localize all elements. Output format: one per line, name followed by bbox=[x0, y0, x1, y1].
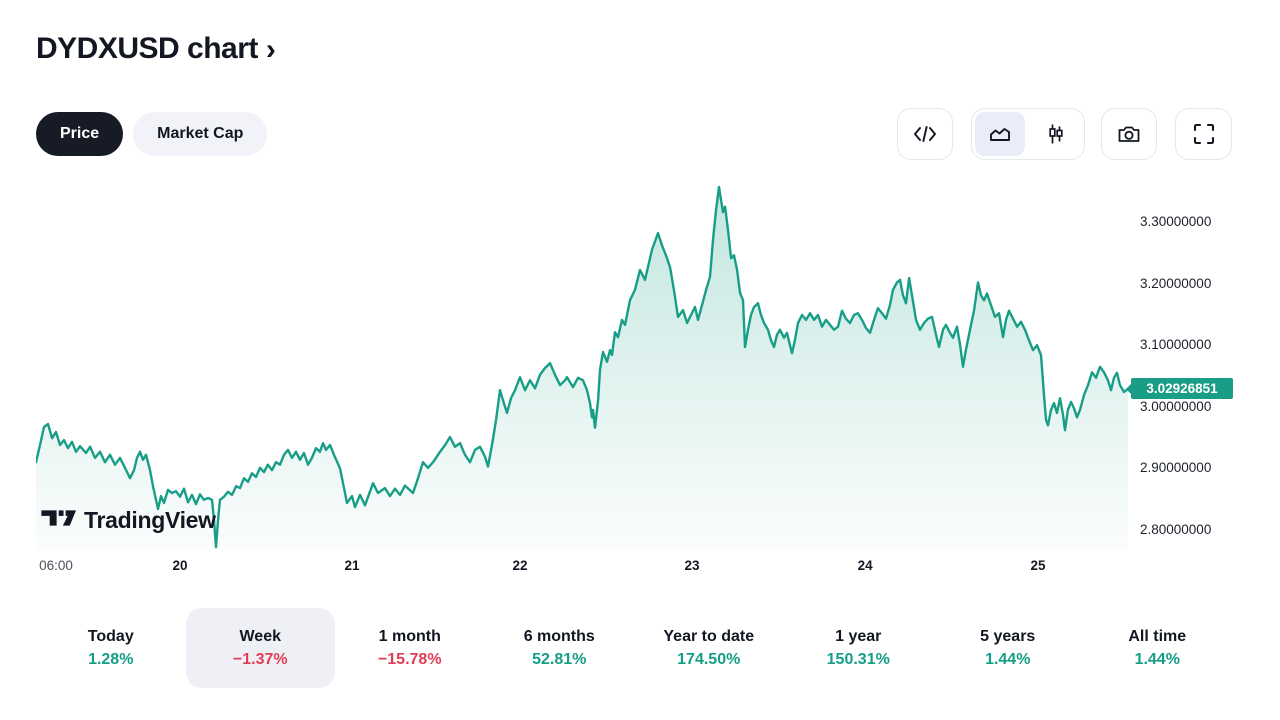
range-change-value: −15.78% bbox=[377, 650, 442, 668]
y-axis-tick: 3.20000000 bbox=[1140, 275, 1212, 291]
range-change-value: 174.50% bbox=[677, 650, 741, 668]
tradingview-logo-icon bbox=[40, 505, 76, 536]
candlestick-chart-type-button[interactable] bbox=[1031, 112, 1081, 156]
code-icon bbox=[912, 123, 938, 145]
range-button-all-time[interactable]: All time 1.44% bbox=[1083, 608, 1233, 688]
chart-price-line bbox=[36, 185, 1128, 549]
range-change-value: 1.44% bbox=[1134, 650, 1180, 668]
chart-type-switch bbox=[971, 108, 1085, 160]
screenshot-button[interactable] bbox=[1101, 108, 1157, 160]
range-label: 1 year bbox=[835, 627, 882, 645]
range-change-value: 1.44% bbox=[985, 650, 1031, 668]
time-range-selector: Today 1.28% Week −1.37% 1 month −15.78% … bbox=[36, 608, 1232, 688]
y-axis-tick: 2.90000000 bbox=[1140, 460, 1212, 476]
fullscreen-icon bbox=[1192, 122, 1216, 146]
embed-code-button[interactable] bbox=[897, 108, 953, 160]
range-label: Year to date bbox=[663, 627, 755, 645]
tradingview-watermark[interactable]: TradingView bbox=[40, 505, 216, 536]
chart-area-fill bbox=[36, 186, 1128, 550]
range-button-6-months[interactable]: 6 months 52.81% bbox=[485, 608, 635, 688]
x-axis-tick: 25 bbox=[1030, 558, 1046, 573]
range-button-1-year[interactable]: 1 year 150.31% bbox=[784, 608, 934, 688]
x-axis-tick: 20 bbox=[172, 558, 188, 573]
y-axis-tick: 3.30000000 bbox=[1140, 213, 1212, 229]
page-title[interactable]: DYDXUSD chart › bbox=[36, 32, 276, 66]
price-marketcap-toggle: Price Market Cap bbox=[36, 112, 268, 156]
candlestick-icon bbox=[1043, 122, 1069, 146]
page-title-text: DYDXUSD chart bbox=[36, 32, 258, 65]
chevron-right-icon: › bbox=[265, 33, 276, 66]
price-area-chart[interactable] bbox=[36, 175, 1128, 550]
range-label: Today bbox=[87, 627, 134, 645]
range-change-value: 1.28% bbox=[88, 650, 134, 668]
x-axis-tick: 22 bbox=[512, 558, 528, 573]
current-price-badge: 3.02926851 bbox=[1131, 378, 1233, 400]
fullscreen-button[interactable] bbox=[1175, 108, 1232, 160]
x-axis-tick: 24 bbox=[857, 558, 873, 573]
camera-icon bbox=[1116, 123, 1142, 145]
market-cap-toggle-button[interactable]: Market Cap bbox=[133, 112, 268, 156]
range-button-1-month[interactable]: 1 month −15.78% bbox=[335, 608, 485, 688]
range-change-value: 52.81% bbox=[532, 650, 587, 668]
range-label: Week bbox=[239, 627, 281, 645]
y-axis-tick: 3.10000000 bbox=[1140, 337, 1212, 353]
range-button-today[interactable]: Today 1.28% bbox=[36, 608, 186, 688]
price-toggle-button[interactable]: Price bbox=[36, 112, 124, 156]
range-change-value: −1.37% bbox=[232, 650, 288, 668]
x-axis-tick: 23 bbox=[684, 558, 700, 573]
range-change-value: 150.31% bbox=[826, 650, 890, 668]
range-button-week[interactable]: Week −1.37% bbox=[185, 608, 335, 688]
range-button-year-to-date[interactable]: Year to date 174.50% bbox=[634, 608, 784, 688]
area-chart-type-button[interactable] bbox=[975, 112, 1025, 156]
range-label: 5 years bbox=[980, 627, 1036, 645]
x-axis-tick: 21 bbox=[344, 558, 360, 573]
tradingview-logo-text: TradingView bbox=[84, 507, 216, 533]
y-axis-tick: 3.00000000 bbox=[1140, 398, 1212, 414]
x-axis-tick: 06:00 bbox=[39, 558, 73, 573]
area-chart-icon bbox=[987, 123, 1013, 145]
range-label: 1 month bbox=[378, 627, 441, 645]
range-label: All time bbox=[1128, 627, 1187, 645]
range-label: 6 months bbox=[523, 627, 595, 645]
range-button-5-years[interactable]: 5 years 1.44% bbox=[933, 608, 1083, 688]
y-axis-tick: 2.80000000 bbox=[1140, 521, 1212, 537]
